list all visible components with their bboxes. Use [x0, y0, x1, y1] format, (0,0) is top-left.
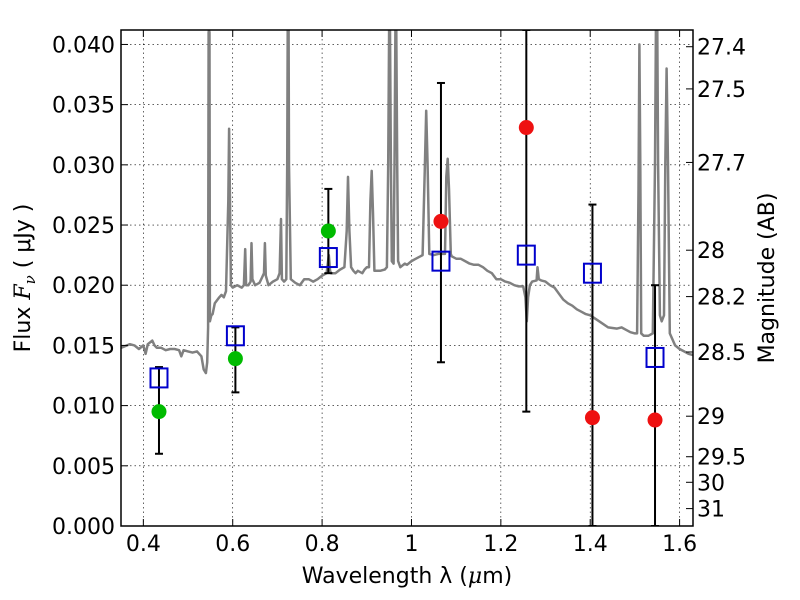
model-photometry-square [431, 250, 451, 272]
mag-tick-label: 30 [697, 471, 725, 496]
mag-tick-label: 28.2 [697, 286, 746, 311]
x-axis-label: Wavelength λ (μm) [302, 564, 512, 589]
model-photometry-square [645, 346, 665, 368]
mag-tick-label: 27.4 [697, 36, 746, 61]
x-tick-label: 0.4 [126, 532, 161, 557]
model-spectrum-line [121, 30, 693, 375]
mag-tick-label: 27.7 [697, 151, 746, 176]
ticks: 0.4 0.6 0.8 1 1.2 1.4 1.6 0.000 0.005 0.010 0.015 0… [52, 30, 746, 557]
x-tick-label: 1.2 [483, 532, 518, 557]
x-tick-label: 0.8 [305, 532, 340, 557]
y-axis-label: Flux Fν ( μJy ) [11, 204, 39, 353]
mag-tick-label: 29.5 [697, 446, 746, 471]
mag-tick-label: 28.5 [697, 341, 746, 366]
observed-flux-point [518, 120, 534, 136]
plot-frame [120, 29, 694, 527]
model-photometry-square [318, 247, 338, 269]
observed-flux-point [433, 213, 449, 229]
marker-layer [149, 120, 665, 428]
mag-tick-label: 28 [697, 239, 725, 264]
y-tick-label: 0.025 [52, 214, 115, 239]
mag-tick-label: 27.5 [697, 78, 746, 103]
y-axis-right-label: Magnitude (AB) [755, 193, 780, 364]
y-tick-label: 0.000 [52, 515, 115, 540]
observed-flux-point [320, 223, 336, 239]
model-photometry-square [516, 244, 536, 266]
model-photometry-square [582, 262, 602, 284]
observed-flux-point [647, 412, 663, 428]
grid [121, 30, 693, 527]
y-tick-label: 0.020 [52, 274, 115, 299]
x-tick-label: 0.6 [215, 532, 250, 557]
model-photometry-square [149, 367, 169, 389]
observed-flux-point [584, 410, 600, 426]
y-tick-label: 0.030 [52, 154, 115, 179]
x-tick-label: 1 [404, 532, 418, 557]
mag-tick-label: 29 [697, 405, 725, 430]
y-tick-label: 0.015 [52, 334, 115, 359]
x-tick-label: 1.4 [573, 532, 608, 557]
y-tick-label: 0.005 [52, 455, 115, 480]
observed-flux-point [227, 351, 243, 367]
y-tick-label: 0.010 [52, 395, 115, 420]
y-tick-label: 0.035 [52, 94, 115, 119]
observed-flux-point [151, 404, 167, 420]
spectrum-layer [121, 30, 693, 375]
x-tick-label: 1.6 [662, 532, 697, 557]
mag-tick-label: 31 [697, 498, 725, 523]
model-photometry-square [225, 325, 245, 347]
y-tick-label: 0.040 [52, 33, 115, 58]
